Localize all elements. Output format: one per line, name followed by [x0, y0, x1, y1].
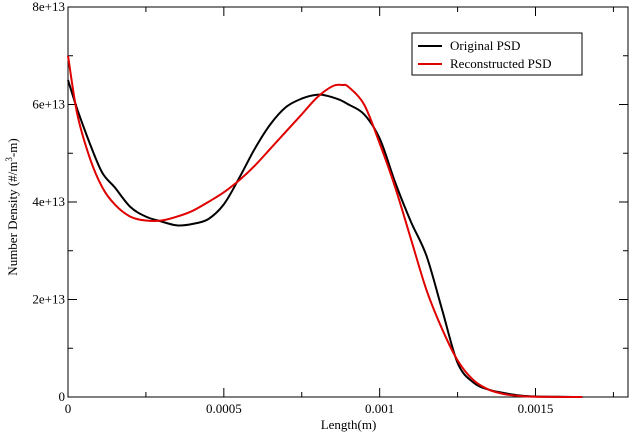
y-axis-title-main: Number Density (#/m	[5, 162, 20, 276]
y-axis-title-tail: -m)	[5, 138, 20, 157]
x-tick-label: 0.0015	[518, 401, 554, 416]
axis-ticks: 0 0.0005 0.001 0.0015 0 2e+13 4e+13 6e+13 8e+13	[32, 0, 628, 416]
legend: Original PSD Reconstructed PSD	[411, 32, 583, 76]
y-tick-label: 0	[59, 389, 66, 404]
x-axis-title: Length(m)	[321, 417, 377, 432]
y-tick-label: 6e+13	[32, 97, 65, 112]
legend-box	[411, 32, 583, 76]
legend-label-original: Original PSD	[450, 38, 520, 53]
y-tick-label: 8e+13	[32, 0, 65, 14]
x-tick-label: 0.0005	[206, 401, 242, 416]
series-line-original-psd	[67, 79, 583, 398]
y-tick-label: 2e+13	[32, 292, 65, 307]
y-axis-title-superscript: 3	[4, 157, 14, 162]
y-tick-label: 4e+13	[32, 194, 65, 209]
x-tick-label: 0.001	[365, 401, 394, 416]
y-axis-title: Number Density (#/m3-m)	[4, 138, 20, 275]
x-tick-label: 0	[65, 401, 72, 416]
plot-area: 0 0.0005 0.001 0.0015 0 2e+13 4e+13 6e+13 8e+13	[32, 0, 629, 416]
series-line-reconstructed-psd	[67, 55, 583, 398]
series-lines	[67, 55, 583, 398]
legend-label-reconstructed: Reconstructed PSD	[450, 56, 551, 71]
